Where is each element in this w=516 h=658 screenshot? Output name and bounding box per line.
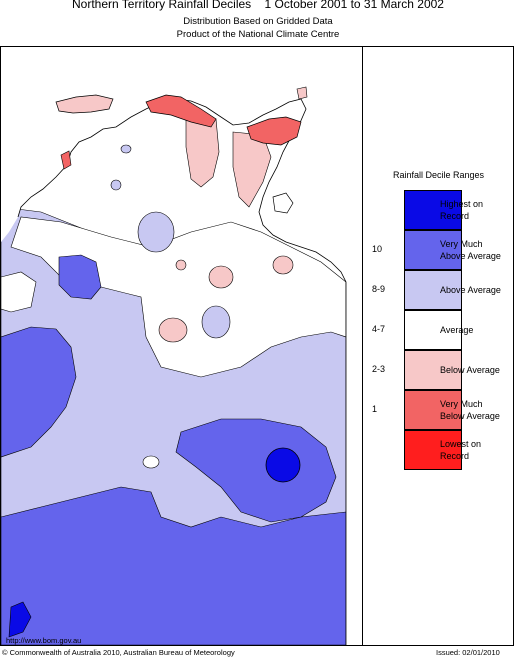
legend-decile: 8-9 bbox=[372, 284, 386, 294]
map-title: Northern Territory Rainfall Deciles 1 Oc… bbox=[0, 0, 516, 11]
legend-label: Very Much Above Average bbox=[440, 239, 501, 261]
legend-decile: 1 bbox=[372, 404, 378, 414]
footer-copyright: © Commonwealth of Australia 2010, Austra… bbox=[2, 648, 235, 657]
map-frame bbox=[0, 46, 514, 646]
legend-swatch bbox=[404, 430, 462, 470]
legend-swatch bbox=[404, 350, 462, 390]
title-text: Northern Territory Rainfall Deciles bbox=[72, 0, 252, 11]
legend-label: Highest on Record bbox=[440, 199, 484, 221]
legend-label: Below Average bbox=[440, 365, 500, 375]
legend-divider bbox=[362, 46, 363, 646]
subtitle-2: Product of the National Climate Centre bbox=[176, 29, 340, 40]
legend-decile: 10 bbox=[372, 244, 383, 254]
legend-decile: 2-3 bbox=[372, 364, 386, 374]
legend-label: Lowest on Record bbox=[440, 439, 482, 461]
legend-decile: 4-7 bbox=[372, 324, 386, 334]
legend-label: Above Average bbox=[440, 285, 501, 295]
footer-issued: Issued: 02/01/2010 bbox=[436, 648, 500, 657]
legend-swatch bbox=[404, 390, 462, 430]
rainfall-map bbox=[1, 86, 347, 645]
subtitle-1: Distribution Based on Gridded Data bbox=[183, 16, 333, 27]
legend-label: Very Much Below Average bbox=[440, 399, 500, 421]
legend-label: Average bbox=[440, 325, 474, 335]
legend-swatch bbox=[404, 230, 462, 270]
legend-swatch bbox=[404, 190, 462, 230]
period-text: 1 October 2001 to 31 March 2002 bbox=[264, 0, 444, 11]
legend-swatch bbox=[404, 310, 462, 350]
legend-title: Rainfall Decile Ranges bbox=[392, 170, 485, 180]
footer-url: http://www.bom.gov.au bbox=[6, 636, 82, 645]
legend-swatch bbox=[404, 270, 462, 310]
